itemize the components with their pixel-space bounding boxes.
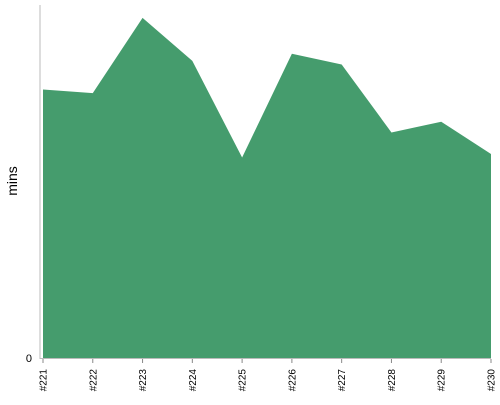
y-axis-ticks: 0 <box>26 353 32 365</box>
x-tick-label: #223 <box>138 369 149 392</box>
axes <box>39 5 491 359</box>
x-tick-label: #229 <box>437 369 448 392</box>
y-tick-label: 0 <box>26 353 32 365</box>
plot-area <box>43 17 491 359</box>
x-tick-label: #224 <box>188 369 199 392</box>
x-tick-label: #227 <box>337 369 348 392</box>
x-tick-label: #228 <box>387 369 398 392</box>
x-tick-label: #221 <box>39 369 50 392</box>
y-axis-label: mins <box>4 166 20 196</box>
x-tick-label: #222 <box>88 369 99 392</box>
x-tick-label: #225 <box>238 369 249 392</box>
x-tick-label: #226 <box>287 369 298 392</box>
x-tick-label: #230 <box>487 369 498 392</box>
x-axis-ticks: #221 #222 #223 #224 #225 #226 #227 #228 #229 #230 <box>39 359 498 391</box>
area-series <box>43 17 491 359</box>
